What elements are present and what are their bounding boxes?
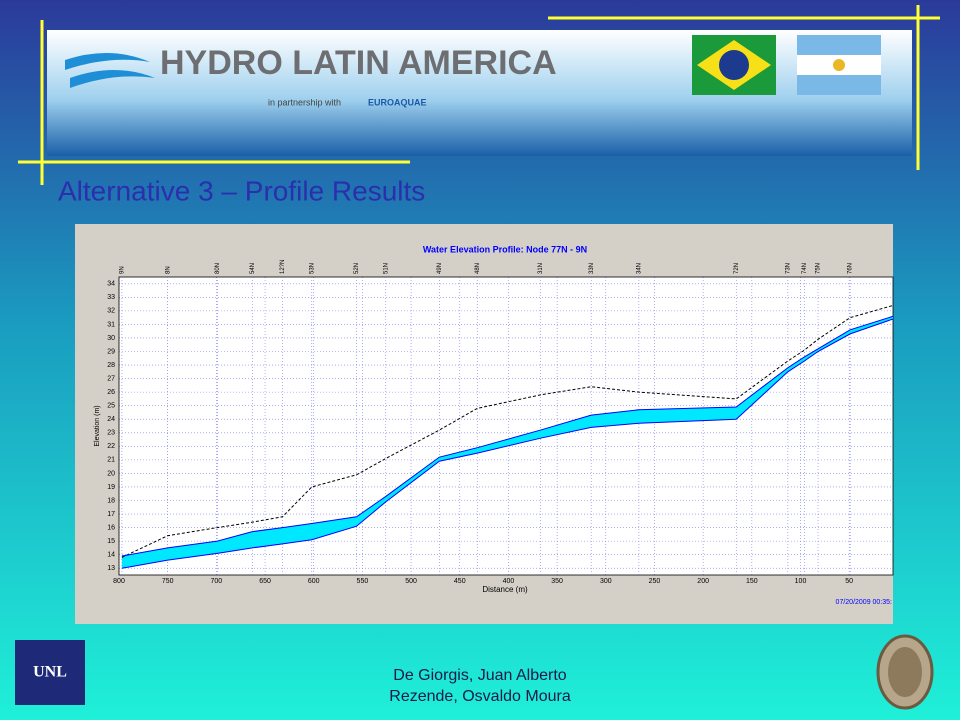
node-label: 72N (734, 263, 740, 274)
chart: 13 14 15 16 17 18 19 20 21 22 23 24 25 26 27 28 29 30 31 32… (107, 260, 894, 585)
series-line (121, 318, 894, 569)
y-tick-label: 16 (107, 524, 115, 531)
y-tick-label: 26 (107, 389, 115, 396)
y-tick-label: 25 (107, 403, 115, 410)
node-label: 9N (119, 266, 125, 274)
node-label: 8N (165, 266, 171, 274)
y-tick-label: 22 (107, 443, 115, 450)
flag-argentina (797, 35, 881, 95)
logo-text: HYDRO LATIN AMERICA (160, 44, 557, 82)
node-label: 52N (354, 263, 360, 274)
x-tick-label: 300 (600, 578, 612, 585)
partner: EUROAQUAE (368, 97, 427, 107)
x-tick-label: 350 (551, 578, 563, 585)
unl-logo (15, 640, 85, 705)
node-label: 73N (785, 263, 791, 274)
node-label: 34N (636, 263, 642, 274)
plot-area (119, 277, 893, 575)
node-label: 76N (848, 263, 854, 274)
x-tick-label: 500 (405, 578, 417, 585)
node-label: 75N (816, 263, 822, 274)
node-label: 31N (538, 263, 544, 274)
y-tick-label: 24 (107, 416, 115, 423)
y-tick-label: 21 (107, 457, 115, 464)
y-tick-label: 31 (107, 321, 115, 328)
x-tick-label: 200 (697, 578, 709, 585)
emblem (876, 634, 934, 710)
x-tick-label: 800 (113, 578, 125, 585)
x-tick-label: 400 (503, 578, 515, 585)
x-tick-label: 250 (649, 578, 661, 585)
slide-title: Alternative 3 – Profile Results (58, 175, 425, 206)
x-tick-label: 550 (357, 578, 369, 585)
x-tick-label: 750 (162, 578, 174, 585)
y-tick-label: 18 (107, 497, 115, 504)
y-axis-label: Elevation (m) (94, 405, 101, 446)
x-tick-label: 100 (795, 578, 807, 585)
node-label: 48N (475, 263, 481, 274)
x-tick-label: 600 (308, 578, 320, 585)
x-tick-label: 650 (259, 578, 271, 585)
y-tick-label: 15 (107, 538, 115, 545)
flag-brazil (692, 35, 776, 95)
logo-waves (65, 52, 155, 88)
unl-text: UNL (33, 664, 67, 681)
node-label: 49N (437, 263, 443, 274)
node-label: 53N (309, 263, 315, 274)
y-tick-label: 29 (107, 348, 115, 355)
node-label: 12?N (280, 260, 286, 274)
y-tick-label: 17 (107, 511, 115, 518)
y-tick-label: 28 (107, 362, 115, 369)
x-axis-label: Distance (m) (482, 585, 528, 594)
y-tick-label: 13 (107, 565, 115, 572)
water-fill (121, 316, 893, 569)
chart-title: Water Elevation Profile: Node 77N - 9N (423, 244, 587, 254)
y-tick-label: 34 (107, 281, 115, 288)
node-label: 51N (383, 263, 389, 274)
y-tick-label: 20 (107, 470, 115, 477)
series-line (121, 304, 894, 558)
y-tick-label: 14 (107, 552, 115, 559)
y-tick-label: 27 (107, 375, 115, 382)
partnership: in partnership with (268, 97, 341, 107)
series-line (121, 315, 894, 557)
author: De Giorgis, Juan Alberto (393, 667, 567, 684)
node-label: 74N (802, 263, 808, 274)
y-tick-label: 30 (107, 335, 115, 342)
node-label: 54N (250, 263, 256, 274)
y-tick-label: 19 (107, 484, 115, 491)
y-tick-label: 23 (107, 430, 115, 437)
node-label: 33N (589, 263, 595, 274)
frame-lines (18, 5, 940, 185)
x-tick-label: 450 (454, 578, 466, 585)
node-label: 80N (215, 263, 221, 274)
x-tick-label: 150 (746, 578, 758, 585)
y-tick-label: 33 (107, 294, 115, 301)
x-tick-label: 700 (211, 578, 223, 585)
y-tick-label: 32 (107, 308, 115, 315)
author: Rezende, Osvaldo Moura (389, 688, 571, 705)
plot-frame (118, 276, 894, 576)
timestamp: 07/20/2009 00:35: (836, 599, 892, 606)
x-tick-label: 50 (845, 578, 853, 585)
